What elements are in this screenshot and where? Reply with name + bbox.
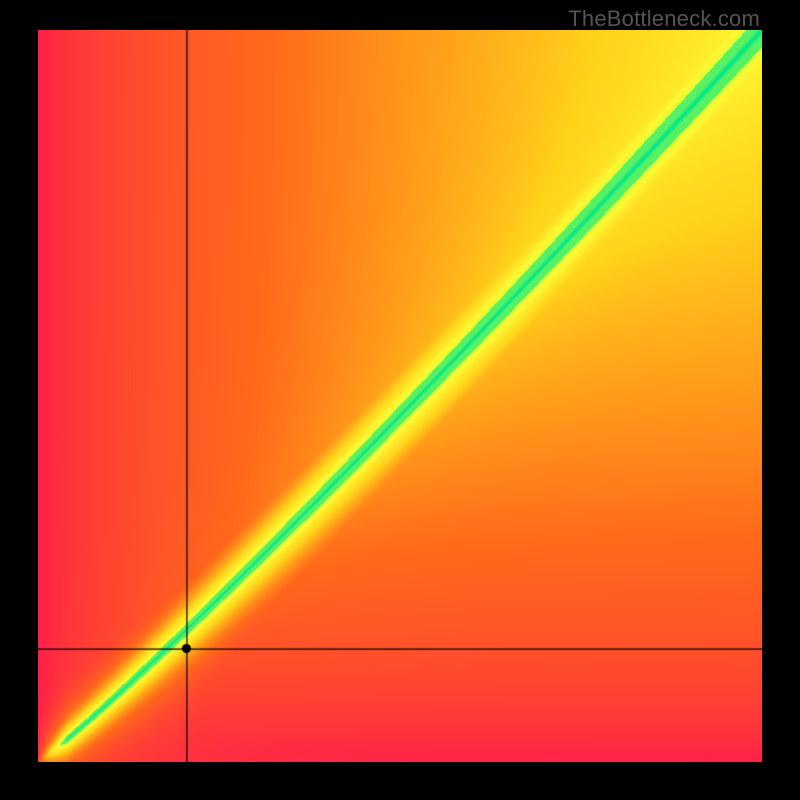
chart-frame: TheBottleneck.com [0, 0, 800, 800]
bottleneck-heatmap [38, 30, 762, 762]
watermark-text: TheBottleneck.com [568, 6, 760, 32]
